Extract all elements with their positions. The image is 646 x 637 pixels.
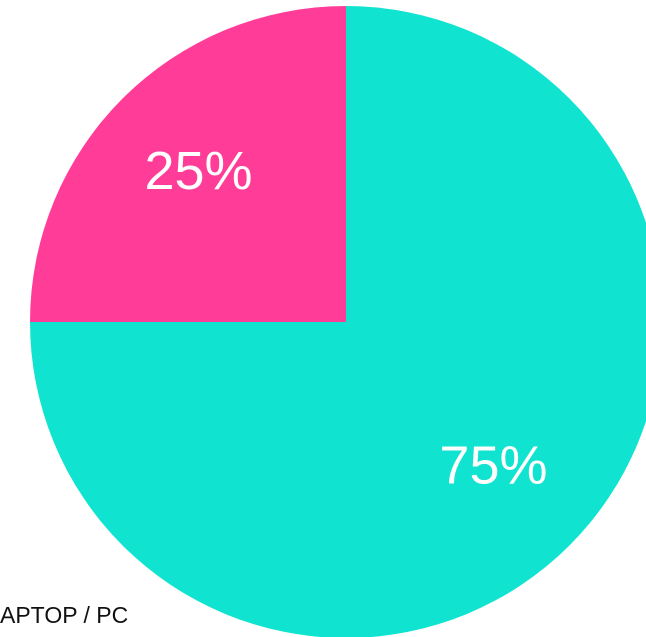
slice-label: 75% — [439, 436, 547, 496]
pie-slice — [30, 6, 646, 637]
slice-label: 25% — [144, 141, 252, 201]
legend-label: APTOP / PC — [0, 602, 128, 628]
pie-slice — [30, 6, 346, 322]
